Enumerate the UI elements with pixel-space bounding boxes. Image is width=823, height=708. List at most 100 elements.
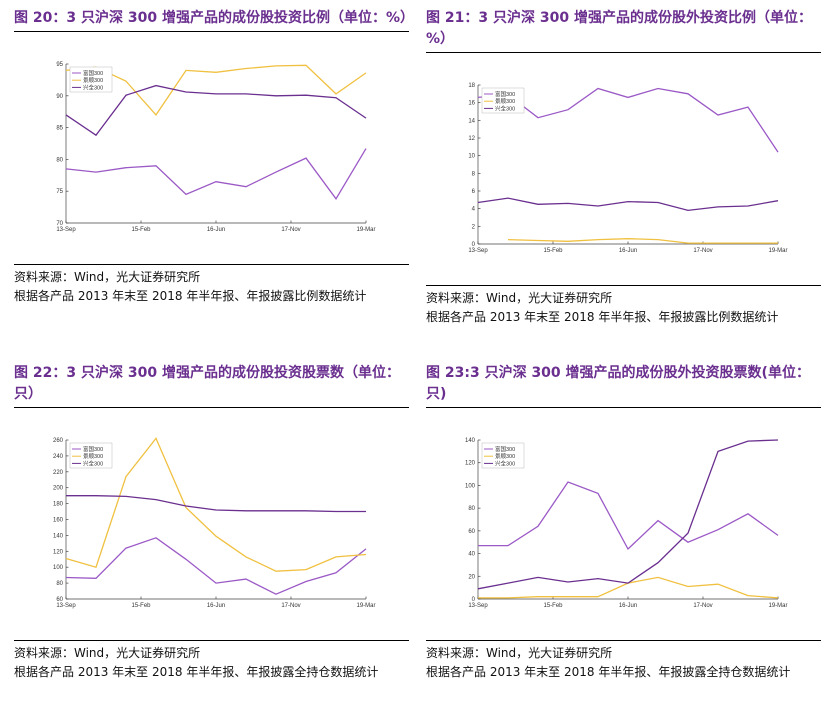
x-tick-label: 19-Mar (356, 227, 375, 233)
legend-box (481, 87, 525, 114)
line-chart: 60 80 100 120 140 160 180 200 220 240 260 13-Sep 15-… (53, 437, 376, 609)
legend-label: 景顺300 (495, 98, 515, 105)
chart-area: 60 80 100 120 140 160 180 200 220 240 260 13-Sep 15-… (14, 408, 409, 640)
y-tick-label: 0 (472, 597, 476, 603)
chart-title: 图 22：3 只沪深 300 增强产品的成份股投资股票数（单位：只） (14, 365, 400, 402)
y-tick-label: 120 (465, 461, 476, 467)
source-note: 根据各产品 2013 年末至 2018 年半年报、年报披露全持仓数据统计 (14, 665, 379, 679)
y-tick-label: 70 (56, 221, 63, 227)
y-tick-label: 140 (465, 438, 476, 444)
y-tick-label: 90 (56, 94, 63, 100)
y-tick-label: 75 (56, 189, 63, 195)
source-note: 根据各产品 2013 年末至 2018 年半年报、年报披露比例数据统计 (426, 310, 779, 324)
line-chart: 70 75 80 85 90 95 13-Sep 15-Feb 16-Jun 17-Nov 19-M… (56, 62, 375, 233)
y-tick-label: 100 (53, 565, 64, 571)
y-tick-label: 85 (56, 126, 63, 132)
y-tick-label: 20 (468, 574, 475, 580)
chart-title: 图 21：3 只沪深 300 增强产品的成份股外投资比例（单位：%） (426, 10, 812, 47)
x-tick-label: 17-Nov (281, 603, 300, 609)
chart-area: 70 75 80 85 90 95 13-Sep 15-Feb 16-Jun 17-Nov 19-M… (14, 32, 409, 264)
source-note: 根据各产品 2013 年末至 2018 年半年报、年报披露比例数据统计 (14, 289, 367, 303)
x-tick-label: 16-Jun (207, 603, 225, 609)
legend-label: 景顺300 (83, 77, 103, 84)
x-tick-label: 13-Sep (56, 603, 76, 609)
title-rule (14, 31, 409, 32)
y-tick-label: 260 (53, 438, 64, 444)
y-tick-label: 16 (468, 101, 475, 107)
y-tick-label: 140 (53, 533, 64, 539)
y-tick-label: 160 (53, 518, 64, 524)
y-tick-label: 18 (468, 83, 475, 89)
legend-label: 富国300 (83, 69, 103, 77)
line-chart: 0 2 4 6 8 10 12 14 16 18 13-Sep 15-Feb 16-Jun 17-Nov 1… (468, 83, 787, 254)
panel-fig23: 图 23:3 只沪深 300 增强产品的成份股外投资股票数(单位：只) 0 20 4… (426, 363, 821, 682)
y-tick-label: 10 (468, 154, 475, 160)
source-rule (426, 640, 821, 641)
series-line (477, 439, 779, 590)
x-tick-label: 15-Feb (131, 227, 151, 233)
y-tick-label: 120 (53, 549, 64, 555)
chart-area: 0 20 40 60 80 100 120 140 13-Sep 15-Feb 16-Jun 17-N… (426, 408, 821, 640)
y-tick-label: 14 (468, 118, 475, 124)
y-tick-label: 6 (472, 189, 476, 195)
source-line: 资料来源：Wind，光大证券研究所 (14, 646, 201, 660)
x-tick-label: 16-Jun (207, 227, 225, 233)
y-tick-label: 80 (56, 581, 63, 587)
series-line (477, 87, 779, 153)
panel-fig21: 图 21：3 只沪深 300 增强产品的成份股外投资比例（单位：%） 0 2 4 6 8… (426, 8, 821, 327)
legend-label: 兴全300 (495, 459, 515, 467)
chart-title: 图 20：3 只沪深 300 增强产品的成份股投资比例（单位：%） (14, 10, 414, 26)
source-note: 根据各产品 2013 年末至 2018 年半年报、年报披露全持仓数据统计 (426, 665, 791, 679)
x-tick-label: 19-Mar (768, 248, 787, 254)
y-tick-label: 80 (56, 157, 63, 163)
legend-label: 兴全300 (83, 83, 103, 91)
source-line: 资料来源：Wind，光大证券研究所 (426, 291, 613, 305)
x-tick-label: 13-Sep (468, 603, 488, 609)
y-tick-label: 2 (472, 224, 476, 230)
x-tick-label: 19-Mar (356, 603, 375, 609)
y-tick-label: 240 (53, 454, 64, 460)
series-line (66, 495, 366, 513)
y-tick-label: 4 (472, 207, 476, 213)
title-rule (426, 52, 821, 53)
y-tick-label: 12 (468, 136, 475, 142)
x-tick-label: 15-Feb (131, 603, 151, 609)
panel-fig22: 图 22：3 只沪深 300 增强产品的成份股投资股票数（单位：只） 60 80 1… (14, 363, 409, 682)
y-tick-label: 220 (53, 470, 64, 476)
source-rule (426, 285, 821, 286)
y-tick-label: 40 (468, 552, 475, 558)
source-line: 资料来源：Wind，光大证券研究所 (426, 646, 613, 660)
x-tick-label: 15-Feb (543, 603, 563, 609)
chart-title: 图 23:3 只沪深 300 增强产品的成份股外投资股票数(单位：只) (426, 365, 810, 402)
legend-label: 景顺300 (83, 453, 103, 460)
series-line (65, 537, 367, 595)
legend-label: 景顺300 (495, 453, 515, 460)
y-tick-label: 60 (56, 597, 63, 603)
x-tick-label: 15-Feb (543, 248, 563, 254)
source-rule (14, 640, 409, 641)
legend-label: 兴全300 (83, 459, 103, 467)
series-line (65, 148, 367, 200)
series-line (65, 437, 367, 572)
title-rule (426, 407, 821, 408)
line-chart: 0 20 40 60 80 100 120 140 13-Sep 15-Feb 16-Jun 17-N… (465, 438, 788, 609)
x-tick-label: 16-Jun (619, 603, 637, 609)
title-rule (14, 407, 409, 408)
source-rule (14, 264, 409, 265)
series-line (477, 197, 779, 212)
legend-label: 富国300 (495, 445, 515, 453)
legend-label: 富国300 (495, 90, 515, 98)
x-tick-label: 16-Jun (619, 248, 637, 254)
y-tick-label: 0 (472, 242, 476, 248)
y-tick-label: 95 (56, 62, 63, 68)
y-tick-label: 100 (465, 483, 476, 489)
x-tick-label: 17-Nov (281, 227, 300, 233)
series-line (65, 64, 367, 116)
series-line (478, 481, 779, 551)
y-tick-label: 200 (53, 486, 64, 492)
y-tick-label: 60 (468, 529, 475, 535)
legend-label: 兴全300 (495, 104, 515, 112)
series-line (65, 84, 367, 137)
series-line (507, 238, 778, 244)
y-tick-label: 180 (53, 502, 64, 508)
